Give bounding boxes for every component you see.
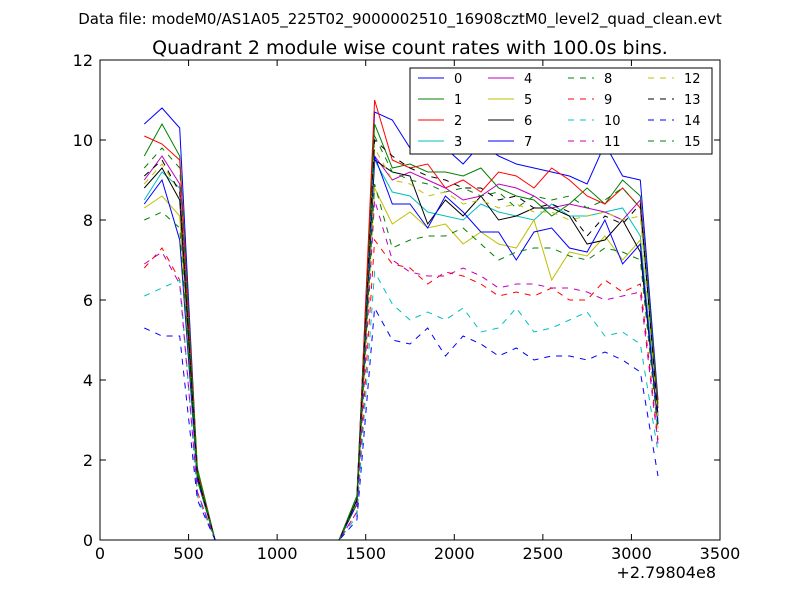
x-tick-label: 1500 <box>345 544 386 563</box>
legend-label-15: 15 <box>684 135 701 150</box>
y-tick-label: 0 <box>83 531 93 550</box>
legend-label-14: 14 <box>684 114 701 129</box>
x-tick-label: 3500 <box>700 544 741 563</box>
legend-label-13: 13 <box>684 93 701 108</box>
y-tick-label: 12 <box>73 51 93 70</box>
legend-label-12: 12 <box>684 72 701 87</box>
legend-label-3: 3 <box>454 135 462 150</box>
series-line-8 <box>143 134 659 541</box>
chart-suptitle: Data file: modeM0/AS1A05_225T02_90000025… <box>78 10 722 29</box>
series-line-14 <box>144 306 659 541</box>
x-tick-label: 3000 <box>611 544 652 563</box>
series-line-9 <box>143 238 659 541</box>
legend-label-1: 1 <box>454 93 462 108</box>
legend-label-6: 6 <box>524 114 532 129</box>
series-line-13 <box>143 138 659 541</box>
legend-label-0: 0 <box>454 72 462 87</box>
legend-label-2: 2 <box>454 114 462 129</box>
x-tick-label: 500 <box>173 544 204 563</box>
y-tick-label: 4 <box>83 371 93 390</box>
legend-label-5: 5 <box>524 93 532 108</box>
x-tick-label: 2500 <box>522 544 563 563</box>
legend-label-11: 11 <box>604 135 621 150</box>
x-tick-label: 0 <box>95 544 105 563</box>
legend-label-9: 9 <box>604 93 612 108</box>
legend-label-7: 7 <box>524 135 532 150</box>
legend-label-8: 8 <box>604 72 612 87</box>
y-tick-label: 8 <box>83 211 93 230</box>
x-tick-label: 1000 <box>257 544 298 563</box>
y-tick-label: 6 <box>83 291 93 310</box>
legend-frame <box>409 67 713 155</box>
chart-title: Quadrant 2 module wise count rates with … <box>152 37 668 59</box>
y-tick-label: 2 <box>83 451 93 470</box>
y-tick-label: 10 <box>73 131 93 150</box>
x-tick-label: 2000 <box>434 544 475 563</box>
legend-label-4: 4 <box>524 72 532 87</box>
legend-label-10: 10 <box>604 114 621 129</box>
x-offset-label: +2.79804e8 <box>616 563 716 582</box>
